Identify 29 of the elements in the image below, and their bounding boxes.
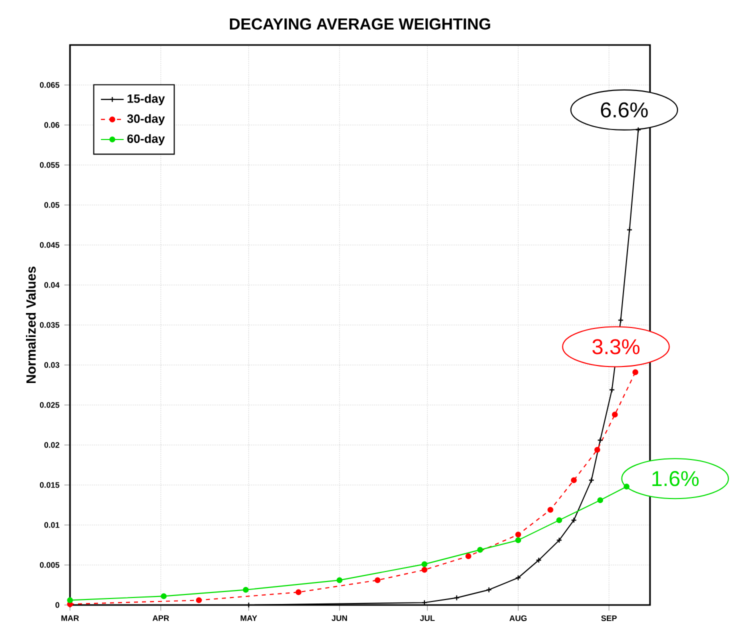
y-tick-label: 0.01 [44, 522, 60, 528]
x-tick-label: AUG [510, 615, 527, 622]
annotation: 6.6% [600, 102, 648, 118]
x-tick-label: JUL [420, 615, 435, 621]
legend-label: 30-day [127, 114, 165, 126]
annotation: 3.3% [592, 339, 640, 354]
chart-title: DECAYING AVERAGE WEIGHTING [230, 18, 490, 30]
y-tick-label: 0 [55, 602, 60, 608]
annotation: 1.6% [652, 471, 699, 486]
x-tick-label: SEP [601, 615, 617, 622]
legend-label: 60-day [127, 134, 165, 146]
y-tick-label: 0.04 [44, 282, 60, 288]
y-axis-title: Normalized Values [26, 266, 36, 384]
y-tick-label: 0.015 [40, 482, 60, 488]
y-tick-label: 0.03 [44, 362, 60, 368]
y-tick-label: 0.06 [44, 122, 60, 128]
legend-label: 15-day [128, 94, 165, 106]
x-tick-label: JUN [332, 615, 347, 621]
y-tick-label: 0.045 [40, 242, 60, 248]
y-tick-label: 0.065 [40, 82, 60, 88]
y-tick-label: 0.05 [44, 202, 60, 208]
y-tick-label: 0.005 [40, 562, 60, 568]
y-tick-label: 0.025 [40, 402, 60, 408]
x-tick-label: MAY [240, 615, 258, 621]
x-tick-label: MAR [61, 615, 79, 621]
y-tick-label: 0.035 [40, 322, 60, 328]
x-tick-label: APR [152, 615, 170, 621]
y-tick-label: 0.02 [44, 442, 60, 448]
y-tick-label: 0.055 [40, 162, 60, 168]
